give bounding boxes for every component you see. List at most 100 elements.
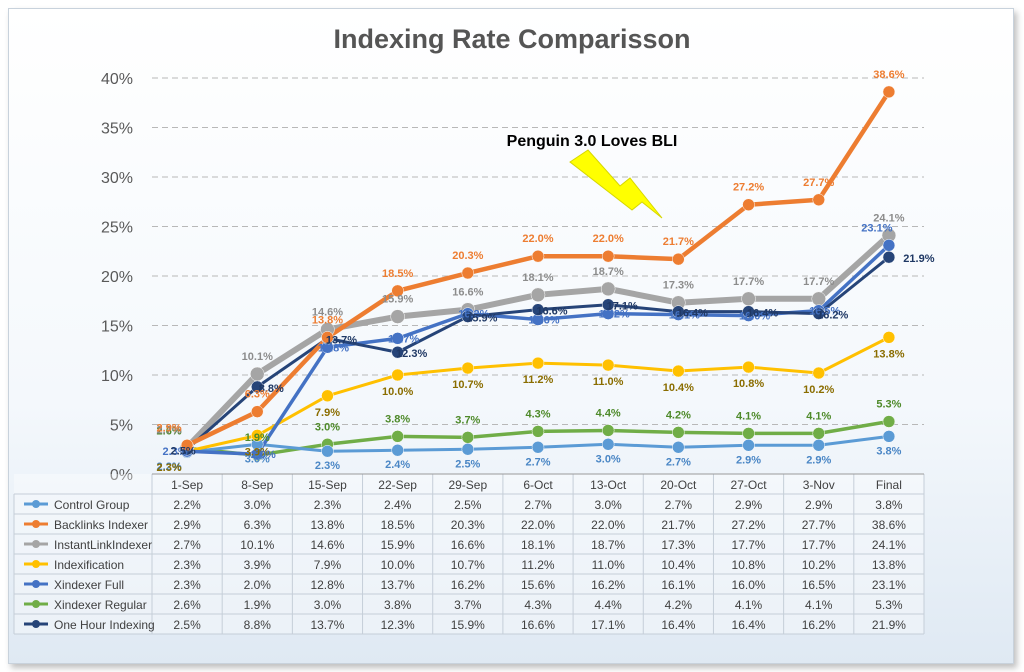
data-label: 3.0%: [596, 453, 621, 465]
data-label: 18.1%: [522, 272, 553, 284]
legend-marker: [32, 540, 40, 548]
data-label: 3.9%: [245, 446, 270, 458]
table-cell: 18.5%: [381, 518, 415, 532]
data-label: 16.2%: [458, 309, 489, 321]
legend-entry: Backlinks Indexer: [54, 518, 148, 532]
data-label: 11.0%: [593, 376, 624, 388]
data-point: [741, 291, 756, 307]
table-cell: 13.8%: [310, 518, 344, 532]
data-point: [531, 249, 545, 263]
legend-marker: [32, 620, 40, 628]
x-tick-label: 20-Oct: [660, 478, 697, 492]
data-point: [461, 310, 475, 323]
table-cell: 4.4%: [595, 598, 623, 612]
data-label: 2.9%: [736, 454, 761, 466]
annotation-text: Penguin 3.0 Loves BLI: [507, 133, 678, 150]
y-tick-label: 20%: [101, 269, 133, 286]
y-tick-label: 15%: [101, 319, 133, 336]
table-cell: 17.7%: [802, 538, 836, 552]
data-point: [531, 356, 545, 370]
data-label: 8.8%: [259, 383, 284, 395]
data-label: 3.0%: [315, 421, 340, 433]
data-point: [601, 438, 615, 451]
data-label: 16.0%: [739, 311, 770, 323]
data-point: [672, 305, 685, 318]
data-point: [321, 331, 334, 344]
data-label: 22.0%: [522, 233, 553, 245]
data-label: 2.3%: [315, 460, 340, 472]
data-point: [601, 298, 615, 311]
data-label: 17.3%: [663, 280, 694, 292]
table-cell: 13.7%: [381, 578, 415, 592]
data-point: [882, 250, 896, 264]
data-label: 16.2%: [599, 309, 630, 321]
table-cell: 2.0%: [244, 578, 272, 592]
legend-entry: Xindexer Full: [54, 578, 124, 592]
table-cell: 4.1%: [805, 598, 833, 612]
data-label: 2.3%: [163, 446, 188, 458]
data-point: [742, 305, 755, 318]
data-point: [812, 307, 825, 320]
y-tick-label: 25%: [101, 220, 133, 237]
data-point: [531, 441, 545, 454]
data-point: [461, 361, 475, 375]
data-label: 27.2%: [733, 182, 764, 194]
table-cell: 2.7%: [173, 538, 201, 552]
data-label: 16.1%: [669, 310, 700, 322]
table-cell: 2.5%: [173, 618, 201, 632]
data-label: 10.2%: [803, 384, 834, 396]
y-tick-label: 5%: [110, 418, 133, 435]
legend-entry: Xindexer Regular: [54, 598, 147, 612]
x-tick-label: 15-Sep: [308, 478, 347, 492]
data-label: 2.6%: [157, 425, 182, 437]
table-cell: 14.6%: [310, 538, 344, 552]
table-cell: 13.7%: [310, 618, 344, 632]
data-label: 2.9%: [806, 454, 831, 466]
data-label: 16.2%: [817, 310, 848, 322]
data-label: 15.9%: [382, 294, 413, 306]
table-cell: 7.9%: [314, 558, 342, 572]
data-label: 17.1%: [607, 301, 638, 313]
data-label: 16.4%: [747, 308, 778, 320]
data-point: [251, 380, 264, 394]
table-cell: 2.3%: [173, 558, 201, 572]
data-point: [672, 426, 685, 439]
x-tick-label: 29-Sep: [448, 478, 487, 492]
data-point: [321, 389, 334, 403]
data-label: 16.5%: [809, 306, 840, 318]
table-cell: 21.7%: [661, 518, 695, 532]
table-cell: 11.2%: [521, 558, 554, 572]
data-point: [391, 345, 404, 359]
data-label: 13.7%: [388, 333, 419, 345]
data-label: 13.8%: [312, 314, 343, 326]
data-label: 6.3%: [245, 389, 270, 401]
data-label: 2.0%: [251, 449, 276, 461]
data-label: 2.5%: [455, 458, 480, 470]
data-point: [672, 364, 685, 378]
data-point: [180, 439, 194, 452]
table-cell: 17.3%: [661, 538, 695, 552]
data-point: [882, 415, 896, 428]
data-point: [672, 441, 685, 454]
legend-entry: InstantLinkIndexer: [54, 538, 152, 552]
data-label: 10.1%: [242, 351, 273, 363]
table-cell: 15.9%: [451, 618, 485, 632]
table-cell: 3.0%: [244, 498, 272, 512]
table-cell: 2.5%: [454, 498, 482, 512]
data-label: 3.0%: [245, 453, 270, 465]
y-tick-label: 30%: [101, 170, 133, 187]
chart-frame: [8, 8, 1014, 664]
table-cell: 1.9%: [244, 598, 272, 612]
data-label: 22.0%: [593, 233, 624, 245]
data-point: [531, 303, 545, 316]
table-cell: 16.2%: [591, 578, 625, 592]
data-label: 16.4%: [677, 308, 708, 320]
data-label: 14.6%: [312, 306, 343, 318]
data-label: 3.8%: [876, 445, 901, 457]
table-cell: 12.8%: [310, 578, 344, 592]
data-point: [530, 287, 546, 303]
table-cell: 2.7%: [524, 498, 552, 512]
data-label: 16.6%: [536, 306, 567, 318]
data-label: 2.7%: [157, 424, 182, 436]
